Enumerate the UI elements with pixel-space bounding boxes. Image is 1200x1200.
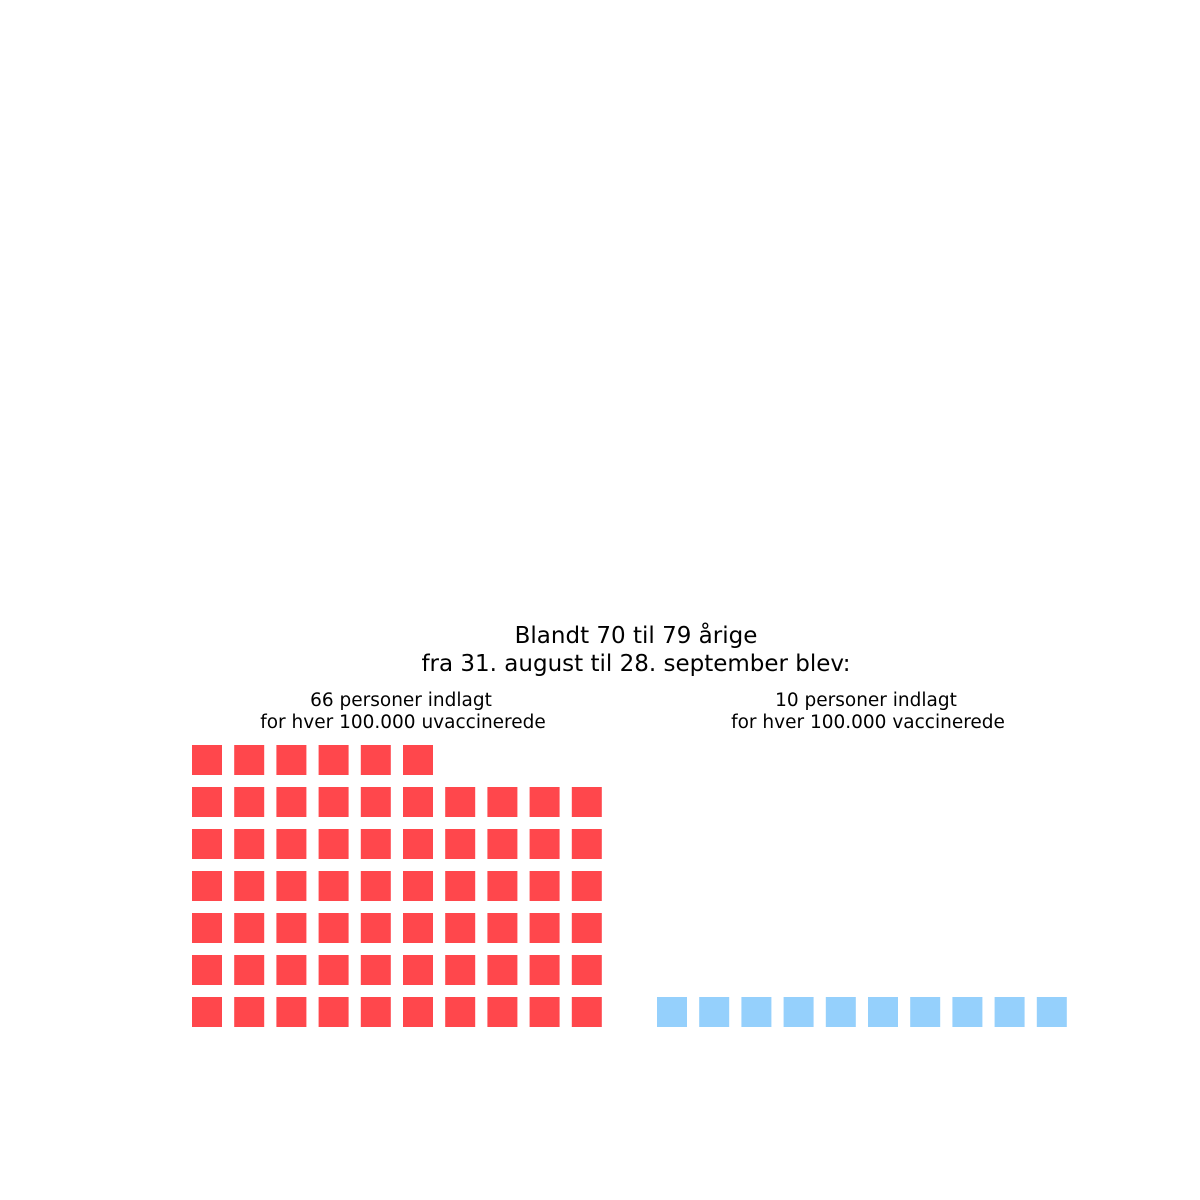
unvaccinated-square — [318, 829, 349, 859]
vaccinated-waffle-grid — [657, 997, 1067, 1027]
unvaccinated-square — [571, 913, 602, 943]
vaccinated-square — [657, 997, 687, 1027]
unvaccinated-square — [360, 871, 391, 901]
unvaccinated-square — [403, 913, 433, 943]
unvaccinated-square — [487, 871, 518, 901]
unvaccinated-square — [318, 997, 349, 1027]
unvaccinated-square — [360, 745, 391, 775]
unvaccinated-square — [318, 745, 349, 775]
unvaccinated-square — [571, 871, 602, 901]
unvaccinated-square — [192, 913, 222, 943]
vaccinated-square — [1036, 997, 1067, 1027]
unvaccinated-square — [276, 913, 307, 943]
unvaccinated-square — [318, 913, 349, 943]
unvaccinated-square — [529, 955, 560, 985]
chart-title-line-1: Blandt 70 til 79 årige — [515, 621, 758, 649]
unvaccinated-square — [192, 871, 222, 901]
vaccinated-label-line-1: 10 personer indlagt — [775, 690, 957, 711]
vaccinated-square — [910, 997, 941, 1027]
unvaccinated-square — [360, 913, 391, 943]
unvaccinated-square — [529, 871, 560, 901]
unvaccinated-label-line-1: 66 personer indlagt — [310, 690, 492, 711]
unvaccinated-square — [276, 997, 307, 1027]
vaccinated-square — [952, 997, 983, 1027]
vaccinated-square — [868, 997, 898, 1027]
unvaccinated-square — [192, 997, 222, 1027]
chart-title-line-2: fra 31. august til 28. september blev: — [421, 651, 850, 677]
vaccinated-square — [994, 997, 1025, 1027]
unvaccinated-square — [360, 955, 391, 985]
unvaccinated-square — [276, 829, 307, 859]
unvaccinated-square — [571, 997, 602, 1027]
unvaccinated-square — [360, 787, 391, 817]
unvaccinated-square — [276, 955, 307, 985]
unvaccinated-square — [360, 997, 391, 1027]
unvaccinated-square — [234, 913, 265, 943]
unvaccinated-label-line-2: for hver 100.000 uvaccinerede — [260, 712, 546, 733]
vaccinated-label-line-2: for hver 100.000 vaccinerede — [731, 712, 1005, 733]
unvaccinated-square — [529, 997, 560, 1027]
unvaccinated-square — [234, 955, 265, 985]
unvaccinated-square — [445, 913, 476, 943]
unvaccinated-square — [360, 829, 391, 859]
unvaccinated-square — [445, 955, 476, 985]
vaccinated-square — [699, 997, 730, 1027]
unvaccinated-square — [192, 787, 222, 817]
unvaccinated-square — [445, 871, 476, 901]
unvaccinated-square — [445, 829, 476, 859]
unvaccinated-square — [276, 787, 307, 817]
unvaccinated-square — [192, 829, 222, 859]
unvaccinated-square — [403, 745, 433, 775]
unvaccinated-square — [445, 787, 476, 817]
unvaccinated-square — [318, 955, 349, 985]
unvaccinated-square — [487, 913, 518, 943]
unvaccinated-square — [403, 787, 433, 817]
vaccinated-square — [825, 997, 856, 1027]
unvaccinated-square — [276, 871, 307, 901]
unvaccinated-waffle-grid — [192, 745, 602, 1027]
unvaccinated-square — [529, 787, 560, 817]
unvaccinated-square — [571, 829, 602, 859]
unvaccinated-square — [192, 745, 222, 775]
unvaccinated-square — [276, 745, 307, 775]
unvaccinated-square — [234, 829, 265, 859]
vaccinated-square — [783, 997, 814, 1027]
unvaccinated-square — [571, 787, 602, 817]
unvaccinated-square — [318, 871, 349, 901]
unvaccinated-square — [487, 955, 518, 985]
unvaccinated-square — [234, 745, 265, 775]
unvaccinated-square — [445, 997, 476, 1027]
unvaccinated-square — [234, 787, 265, 817]
unvaccinated-square — [571, 955, 602, 985]
unvaccinated-square — [192, 955, 222, 985]
unvaccinated-square — [234, 997, 265, 1027]
unvaccinated-square — [403, 829, 433, 859]
unvaccinated-square — [403, 871, 433, 901]
unvaccinated-square — [487, 787, 518, 817]
unvaccinated-square — [403, 997, 433, 1027]
unvaccinated-square — [403, 955, 433, 985]
unvaccinated-square — [529, 913, 560, 943]
vaccinated-square — [741, 997, 772, 1027]
unvaccinated-square — [318, 787, 349, 817]
unvaccinated-square — [487, 829, 518, 859]
unvaccinated-square — [529, 829, 560, 859]
unvaccinated-square — [487, 997, 518, 1027]
unvaccinated-square — [234, 871, 265, 901]
